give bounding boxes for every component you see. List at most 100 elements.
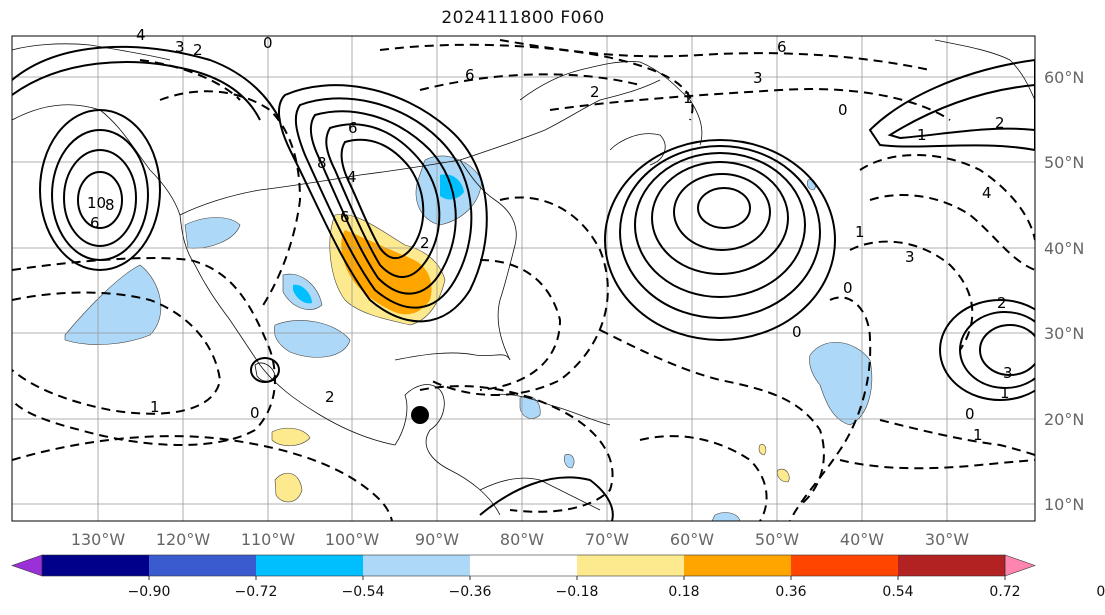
coastlines bbox=[12, 39, 1035, 516]
negative-anomaly-atlantic bbox=[809, 341, 873, 426]
contour-label: 0 bbox=[263, 34, 273, 52]
lon-label: 40°W bbox=[840, 530, 884, 549]
contour-high-pacific-3 bbox=[63, 149, 137, 247]
colorbar-tick-label: 0.18 bbox=[668, 584, 699, 600]
contour-label: 2 bbox=[997, 294, 1007, 312]
lat-label: 10°N bbox=[1044, 495, 1084, 514]
negative-anomaly-south-edge bbox=[711, 512, 741, 521]
dashed-contour-3 bbox=[12, 435, 393, 521]
dashed-contour-8 bbox=[549, 88, 951, 121]
longitude-labels: 130°W 120°W 110°W 100°W 90°W 80°W 70°W 6… bbox=[71, 530, 969, 549]
colorbar-segment bbox=[256, 555, 364, 576]
dashed-contour-17 bbox=[839, 459, 1035, 470]
colorbar-segment bbox=[42, 555, 150, 576]
dashed-contour-6 bbox=[419, 73, 641, 91]
contour-label: 6 bbox=[90, 214, 100, 232]
lon-label: 30°W bbox=[925, 530, 969, 549]
contour-label: 0 bbox=[843, 279, 853, 297]
dashed-contour-11 bbox=[419, 385, 614, 513]
lat-label: 50°N bbox=[1044, 153, 1084, 172]
contour-label: 0 bbox=[838, 101, 848, 119]
dashed-contour-19 bbox=[639, 435, 768, 521]
contour-north-1 bbox=[12, 45, 281, 121]
contour-ridge-4 bbox=[325, 123, 441, 278]
negative-anomaly-mexico bbox=[273, 320, 351, 358]
colorbar-tick-label: −0.72 bbox=[235, 584, 278, 600]
contour-high-pacific-2 bbox=[51, 129, 149, 261]
contour-label: 3 bbox=[1003, 364, 1013, 382]
colorbar-tick-label: −0.18 bbox=[556, 584, 599, 600]
dashed-contour-14 bbox=[869, 194, 1035, 271]
contour-label: 0 bbox=[250, 404, 260, 422]
dashed-contour-5 bbox=[379, 43, 694, 121]
lon-label: 90°W bbox=[415, 530, 459, 549]
lon-label: 60°W bbox=[670, 530, 714, 549]
contour-ridge-2 bbox=[294, 97, 473, 309]
colorbar-segment bbox=[577, 555, 685, 576]
colorbar-tick-label: −0.54 bbox=[342, 584, 385, 600]
colorbar-tick-label: 0.72 bbox=[989, 584, 1020, 600]
dashed-contours bbox=[12, 39, 1035, 521]
negative-anomaly-west-coast bbox=[184, 217, 241, 249]
colorbar-tick-label: 0.36 bbox=[775, 584, 806, 600]
contour-east-high-1 bbox=[939, 299, 1035, 401]
contour-label: 2 bbox=[590, 83, 600, 101]
dashed-contour-4 bbox=[159, 90, 302, 311]
contour-label: 6 bbox=[465, 66, 475, 84]
dashed-contour-9 bbox=[429, 196, 609, 396]
lon-label: 80°W bbox=[500, 530, 544, 549]
contour-label: 0 bbox=[792, 323, 802, 341]
colorbar-tick-label: −0.90 bbox=[128, 584, 171, 600]
contour-label: 6 bbox=[777, 38, 787, 56]
plot-title: 2024111800 F060 bbox=[441, 8, 605, 28]
contour-northeast bbox=[868, 58, 1035, 152]
colorbar-segment bbox=[791, 555, 899, 576]
contour-atlantic-high-1 bbox=[604, 139, 836, 341]
contour-high-pacific-4 bbox=[77, 171, 123, 229]
dashed-contour-1 bbox=[12, 257, 276, 446]
map-frame bbox=[11, 35, 1036, 522]
colorbar-extend-high bbox=[1004, 554, 1036, 577]
contour-atlantic-high-2 bbox=[619, 145, 821, 319]
positive-anomaly-pacific-1 bbox=[271, 427, 311, 447]
contour-high-pacific-1 bbox=[39, 109, 161, 271]
colorbar-segment bbox=[149, 555, 257, 576]
negative-anomaly-caribbean bbox=[519, 395, 541, 419]
contour-label: 4 bbox=[136, 26, 146, 44]
graticule bbox=[12, 36, 1035, 521]
contour-ridge-5 bbox=[340, 138, 425, 260]
contour-small-low bbox=[250, 357, 280, 383]
contour-label: 2 bbox=[325, 388, 335, 406]
latitude-labels: 60°N 50°N 40°N 30°N 20°N 10°N bbox=[1044, 68, 1084, 514]
lon-label: 110°W bbox=[241, 530, 296, 549]
positive-anomaly-atlantic-small bbox=[758, 444, 767, 456]
negative-anomaly-small-2 bbox=[807, 179, 816, 191]
negative-anomaly-southwest-core bbox=[293, 284, 312, 304]
contour-atlantic-high-6 bbox=[697, 187, 751, 229]
contour-label: 6 bbox=[340, 208, 350, 226]
dashed-contour-15 bbox=[849, 240, 974, 351]
dashed-contour-12 bbox=[599, 329, 825, 506]
positive-anomaly-pacific-2 bbox=[274, 472, 303, 503]
contour-label: 2 bbox=[193, 41, 203, 59]
lon-label: 120°W bbox=[156, 530, 211, 549]
lon-label: 100°W bbox=[325, 530, 380, 549]
lat-label: 40°N bbox=[1044, 239, 1084, 258]
lon-label: 130°W bbox=[71, 530, 126, 549]
colorbar-tick-label: 0.90 bbox=[1096, 584, 1105, 600]
contour-atlantic-high-3 bbox=[634, 152, 806, 298]
colorbar-tick-label: −0.36 bbox=[449, 584, 492, 600]
colorbar: −0.90 −0.72 −0.54 −0.36 −0.18 0.18 0.36 0.54 0.7… bbox=[11, 554, 1105, 600]
contour-label: 1 bbox=[150, 398, 160, 416]
contour-label: 4 bbox=[982, 184, 992, 202]
colorbar-segment bbox=[684, 555, 792, 576]
dashed-contour-7 bbox=[499, 39, 931, 71]
contours bbox=[12, 45, 1035, 521]
contour-label: 1 bbox=[855, 223, 865, 241]
contour-label: 6 bbox=[348, 119, 358, 137]
contour-label: 1 bbox=[917, 126, 927, 144]
contour-ridge-3 bbox=[309, 110, 457, 295]
colorbar-tick-label: 0.54 bbox=[882, 584, 913, 600]
